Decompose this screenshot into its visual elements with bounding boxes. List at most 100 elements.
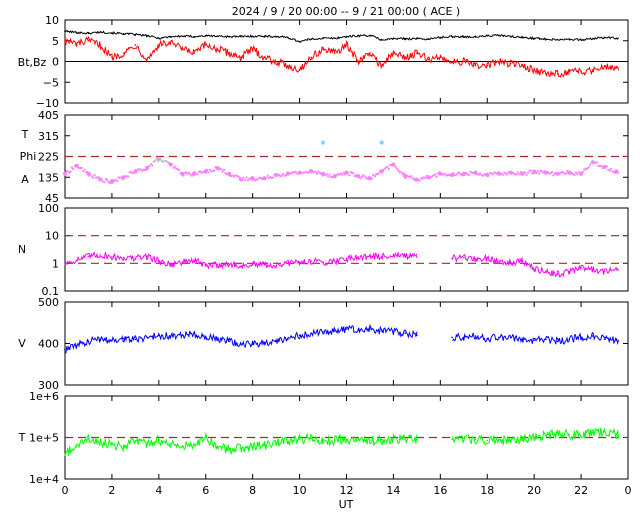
bt-data-point (486, 34, 489, 37)
bz-data-point (287, 64, 289, 67)
phi-sample-dot (543, 170, 547, 173)
phi-sample-dot (151, 164, 154, 167)
phi-sample-dot (184, 171, 188, 174)
n-data-point (509, 261, 512, 263)
n-data-point (498, 260, 500, 262)
n-data-point (158, 260, 160, 262)
phi-sample-dot (497, 171, 500, 174)
x-tick-label: 0 (625, 484, 632, 497)
bt-data-point (545, 38, 547, 40)
n-data-point (533, 268, 535, 271)
phi-sample-dot (536, 170, 540, 173)
n-data-point (275, 265, 277, 267)
phi-sample-dot (588, 163, 592, 166)
v-data-point (169, 335, 172, 337)
t-data-point (99, 440, 101, 443)
t-data-point (556, 431, 559, 434)
t-data-point (146, 443, 148, 445)
v-data-point (568, 338, 571, 341)
phi-sample-dot (314, 170, 317, 174)
y-tick-label: 400 (38, 338, 59, 351)
phi-sample-dot (552, 174, 555, 177)
phi-sample-dot (474, 170, 478, 173)
phi-sample-dot (590, 161, 593, 164)
phi-sample-dot (386, 165, 389, 168)
phi-sample-dot (452, 171, 455, 175)
y-tick-label: 405 (38, 109, 59, 122)
n-data-point (263, 263, 266, 266)
phi-sample-dot (82, 170, 85, 173)
bz-data-point (75, 43, 78, 45)
bz-series-line (64, 35, 620, 78)
phi-sample-dot (132, 171, 136, 175)
bt-data-point (380, 39, 383, 41)
bz-data-point (333, 52, 336, 54)
phi-sample-dot (393, 163, 396, 166)
y-tick-label: 5 (52, 35, 59, 48)
n-data-point (228, 263, 231, 266)
phi-sample-dot (199, 170, 202, 173)
phi-sample-dot (396, 168, 399, 171)
phi-sample-dot (148, 165, 151, 168)
phi-sample-dot (576, 172, 579, 176)
time-axis: UT 0 2 4 6 8 10 12 14 16 18 20 22 0 (62, 484, 632, 511)
proton-density-panel: N 100 10 1 0.1 (18, 202, 629, 298)
y-tick-label: 135 (38, 171, 59, 184)
phi-sample-dot (538, 172, 541, 175)
solar-wind-speed-panel: V 500 400 300 (18, 296, 629, 392)
phi-sample-dot (524, 171, 527, 174)
theta-point (321, 140, 326, 145)
bz-data-point (240, 56, 242, 59)
bz-data-point (521, 64, 524, 67)
bz-data-point (310, 56, 313, 59)
bt-data-point (533, 37, 535, 40)
panel-frame (64, 207, 629, 292)
t-data-point (75, 445, 78, 448)
panel-ylabel-angle: A (21, 173, 29, 186)
panel-ylabel: Bt,Bz (18, 56, 47, 69)
bz-data-point (580, 71, 582, 73)
t-data-point (193, 443, 195, 445)
phi-sample-dot (208, 168, 212, 171)
n-data-point (146, 255, 148, 258)
t-data-point (287, 440, 289, 443)
bz-data-point (193, 52, 195, 54)
phi-sample-dot (343, 173, 347, 176)
phi-sample-dot (265, 176, 268, 179)
phi-sample-dot (221, 170, 224, 173)
phi-sample-dot (242, 176, 245, 180)
phi-sample-dot (332, 174, 335, 177)
bt-data-point (357, 34, 360, 37)
phi-sample-dot (614, 171, 617, 175)
bz-data-point (204, 44, 207, 46)
y-tick-label: 1e+5 (29, 432, 59, 445)
phi-sample-dot (505, 173, 509, 176)
y-tick-label: 45 (45, 192, 59, 205)
phi-sample-dot (106, 179, 109, 182)
t-data-point (592, 431, 594, 434)
v-data-point (251, 343, 254, 346)
phi-sample-dot (325, 172, 328, 176)
bt-data-point (287, 36, 289, 39)
y-tick-label: 500 (38, 296, 59, 309)
y-tick-label: −5 (43, 76, 59, 89)
phi-sample-dot (115, 179, 119, 183)
bt-data-point (158, 37, 160, 40)
phi-sample-dot (266, 174, 269, 177)
bt-data-point (99, 31, 101, 33)
phi-sample-dot (193, 170, 196, 173)
n-data-point (99, 254, 101, 256)
phi-sample-dot (241, 178, 244, 182)
bz-data-point (251, 48, 254, 50)
phi-sample-dot (579, 171, 582, 175)
n-data-point (251, 263, 254, 266)
phi-sample-dot (70, 166, 74, 169)
bt-data-point (439, 36, 442, 39)
v-data-point (181, 334, 184, 337)
bt-data-point (462, 35, 465, 38)
phi-sample-dot (435, 175, 438, 178)
bt-data-point (251, 35, 254, 37)
phi-sample-dot (83, 168, 86, 171)
phi-sample-dot (92, 176, 95, 179)
t-data-point (275, 441, 277, 444)
